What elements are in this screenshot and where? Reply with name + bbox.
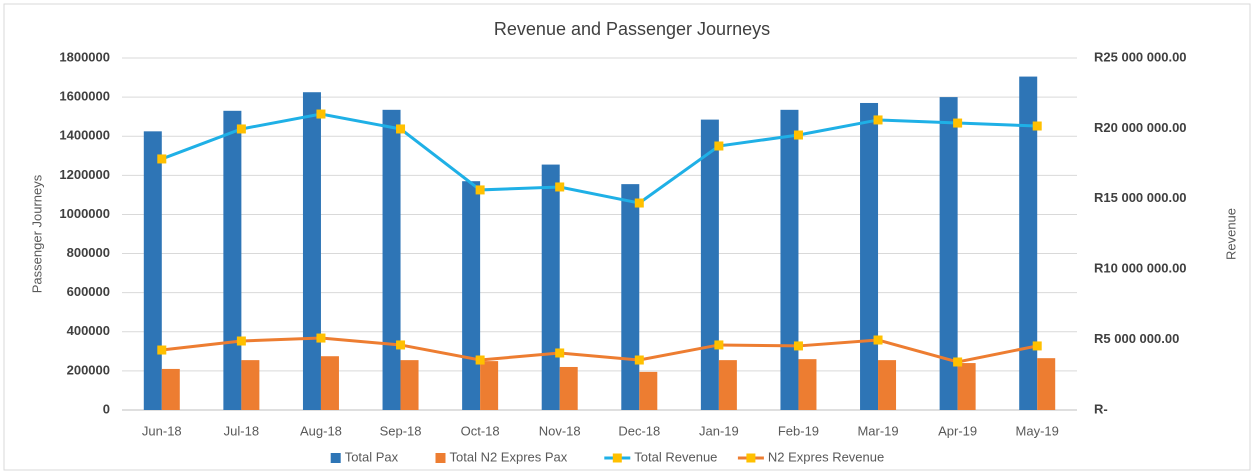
y-tick-label: 400000 bbox=[67, 323, 110, 338]
y-tick-label: 1000000 bbox=[59, 206, 110, 221]
y-tick-label: 800000 bbox=[67, 245, 110, 260]
y2-tick-label: R20 000 000.00 bbox=[1094, 120, 1187, 135]
marker bbox=[236, 124, 246, 134]
bar bbox=[559, 366, 578, 410]
x-tick-label: Aug-18 bbox=[300, 423, 342, 438]
marker bbox=[714, 340, 724, 350]
marker bbox=[157, 154, 167, 164]
bar bbox=[382, 109, 401, 411]
y-tick-label: 1400000 bbox=[59, 128, 110, 143]
marker bbox=[555, 348, 565, 358]
bar bbox=[161, 368, 180, 410]
x-tick-label: Jan-19 bbox=[699, 423, 739, 438]
marker bbox=[316, 109, 326, 119]
y2-tick-label: R10 000 000.00 bbox=[1094, 261, 1187, 276]
marker bbox=[793, 130, 803, 140]
legend-marker bbox=[612, 453, 622, 463]
bar bbox=[957, 363, 976, 410]
bar bbox=[780, 109, 799, 411]
bar bbox=[1037, 358, 1056, 410]
marker bbox=[634, 355, 644, 365]
x-tick-label: Jun-18 bbox=[142, 423, 182, 438]
chart-title: Revenue and Passenger Journeys bbox=[494, 19, 770, 39]
bar bbox=[480, 361, 499, 410]
line bbox=[161, 112, 1038, 205]
bar bbox=[700, 119, 719, 410]
y-tick-label: 1600000 bbox=[59, 89, 110, 104]
bar bbox=[1019, 76, 1038, 411]
y-tick-label: 1200000 bbox=[59, 167, 110, 182]
legend-swatch bbox=[435, 453, 446, 463]
marker bbox=[1032, 121, 1042, 131]
bar bbox=[621, 184, 640, 410]
marker bbox=[475, 185, 485, 195]
legend-swatch bbox=[330, 453, 341, 463]
x-tick-label: Oct-18 bbox=[461, 423, 500, 438]
legend-label: Total N2 Expres Pax bbox=[450, 449, 568, 464]
marker bbox=[157, 345, 167, 355]
bar bbox=[320, 356, 339, 410]
x-tick-label: Mar-19 bbox=[857, 423, 898, 438]
marker bbox=[396, 124, 406, 134]
marker bbox=[475, 355, 485, 365]
y-tick-label: 200000 bbox=[67, 362, 110, 377]
marker bbox=[634, 198, 644, 208]
marker bbox=[953, 357, 963, 367]
marker bbox=[1032, 341, 1042, 351]
bar bbox=[860, 102, 879, 410]
y-tick-label: 1800000 bbox=[59, 49, 110, 64]
y2-tick-label: R- bbox=[1094, 401, 1108, 416]
x-tick-label: Sep-18 bbox=[380, 423, 422, 438]
y2-axis-label: Revenue bbox=[1223, 208, 1238, 260]
x-tick-label: Apr-19 bbox=[938, 423, 977, 438]
legend-label: Total Pax bbox=[345, 449, 399, 464]
marker bbox=[953, 118, 963, 128]
bar bbox=[639, 371, 658, 410]
bar bbox=[718, 360, 737, 410]
line bbox=[161, 336, 1038, 364]
y2-tick-label: R25 000 000.00 bbox=[1094, 49, 1187, 64]
marker bbox=[793, 341, 803, 351]
bar bbox=[302, 92, 321, 410]
marker bbox=[873, 335, 883, 345]
marker bbox=[714, 141, 724, 151]
marker bbox=[396, 340, 406, 350]
x-tick-label: Nov-18 bbox=[539, 423, 581, 438]
x-tick-label: May-19 bbox=[1016, 423, 1059, 438]
x-tick-label: Dec-18 bbox=[618, 423, 660, 438]
y-tick-label: 0 bbox=[103, 401, 110, 416]
y2-tick-label: R15 000 000.00 bbox=[1094, 190, 1187, 205]
bar bbox=[541, 164, 560, 410]
marker bbox=[236, 336, 246, 346]
y-tick-label: 600000 bbox=[67, 284, 110, 299]
bar bbox=[878, 360, 897, 410]
bar bbox=[223, 110, 242, 411]
bar bbox=[798, 359, 817, 410]
y2-tick-label: R5 000 000.00 bbox=[1094, 331, 1179, 346]
legend-label: N2 Expres Revenue bbox=[768, 449, 884, 464]
legend-marker bbox=[746, 453, 756, 463]
bar bbox=[400, 360, 419, 410]
x-tick-label: Jul-18 bbox=[224, 423, 259, 438]
marker bbox=[555, 182, 565, 192]
bar bbox=[939, 97, 958, 410]
bar bbox=[462, 181, 481, 410]
marker bbox=[316, 333, 326, 343]
bar bbox=[241, 360, 260, 410]
x-tick-label: Feb-19 bbox=[778, 423, 819, 438]
bar bbox=[143, 131, 162, 411]
legend-label: Total Revenue bbox=[634, 449, 717, 464]
marker bbox=[873, 115, 883, 125]
y-axis-label: Passenger Journeys bbox=[29, 174, 44, 293]
